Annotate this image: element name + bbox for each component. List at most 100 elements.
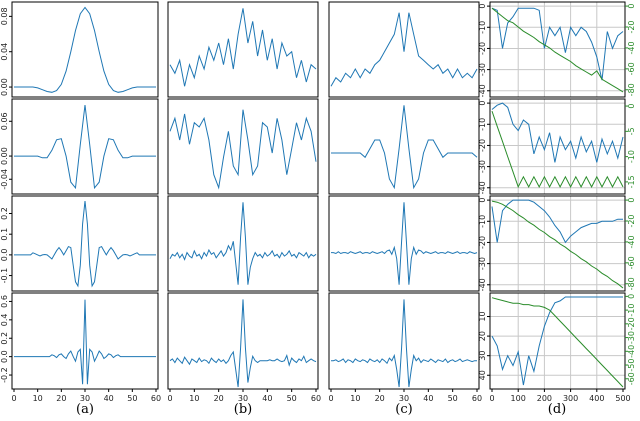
y-right-tick-label: 0	[627, 198, 636, 203]
series-line-blue	[331, 299, 477, 388]
y-tick-label: 0.0	[0, 350, 9, 363]
axes-frame	[489, 98, 626, 195]
axes-frame	[167, 1, 319, 98]
y-tick-label: -40	[478, 181, 487, 194]
y-tick-label: 0.1	[0, 228, 9, 241]
y-tick-label: 0.08	[0, 7, 9, 25]
series-line-blue	[14, 6, 156, 93]
y-tick-label: -20	[478, 139, 487, 152]
panel-c4: 0 10 20 30 40 50 60	[328, 292, 482, 403]
panel-b1	[167, 1, 319, 98]
y-right-tick-label: -60	[627, 372, 636, 385]
x-tick-label: 10	[189, 394, 199, 403]
panel-d3: 0 -10 -20 -30 -40 0 -20 -40 -60 -80	[478, 195, 636, 292]
y-tick-label: 0.4	[0, 313, 9, 326]
x-tick-label: 500	[615, 394, 630, 403]
y-right-tick-label: -20	[627, 317, 636, 330]
panel-b4: 0 10 20 30 40 50 60	[167, 292, 321, 403]
y-tick-label: -0.1	[0, 268, 9, 284]
axes-frame	[328, 98, 480, 195]
panel-c1	[328, 1, 480, 98]
caption-d: (d)	[548, 402, 566, 417]
x-tick-label: 20	[214, 394, 224, 403]
y-right-tick-label: -80	[627, 277, 636, 290]
panel-a2: -0.04 0.00 0.06	[0, 98, 159, 195]
series-line-blue	[169, 109, 317, 190]
y-tick-label: -10	[478, 215, 487, 228]
y-right-tick-label: -40	[627, 235, 636, 248]
series-line-blue	[331, 202, 478, 285]
x-tick-label: 10	[350, 394, 360, 403]
series-line-blue	[14, 299, 156, 385]
series-line-blue	[14, 105, 156, 190]
y-right-tick-label: -40	[627, 41, 636, 54]
y-right-tick-label: -80	[627, 83, 636, 96]
x-tick-label: 60	[311, 394, 321, 403]
x-tick-label: 30	[399, 394, 409, 403]
y-tick-label: 0	[478, 198, 487, 203]
axes-frame	[489, 292, 626, 390]
y-tick-label: 0.06	[0, 112, 9, 130]
y-tick-label: 10	[478, 311, 487, 321]
y-tick-label: -30	[478, 160, 487, 173]
series-line-blue	[331, 105, 478, 190]
x-tick-label: 300	[563, 394, 578, 403]
x-tick-label: 400	[589, 394, 604, 403]
y-tick-label: 0.6	[0, 295, 9, 308]
axes-frame	[489, 195, 626, 292]
x-tick-label: 100	[511, 394, 526, 403]
series-line-blue	[491, 296, 623, 386]
series-line-green	[491, 200, 624, 289]
y-right-tick-label: -10	[627, 150, 636, 163]
y-right-tick-label: -5	[627, 127, 636, 135]
y-right-tick-label: -40	[627, 345, 636, 358]
x-tick-label: 50	[287, 394, 297, 403]
y-tick-label: -0.2	[0, 367, 9, 383]
axes-frame	[328, 195, 480, 292]
caption-b: (b)	[234, 402, 252, 417]
x-tick-label: 30	[80, 394, 90, 403]
panel-c3	[328, 195, 480, 292]
panel-b3	[167, 195, 319, 292]
x-tick-label: 40	[262, 394, 272, 403]
x-tick-label: 50	[448, 394, 458, 403]
series-line-green	[491, 297, 624, 388]
series-line-green	[491, 7, 624, 93]
y-tick-label: 30	[478, 351, 487, 361]
x-tick-label: 10	[33, 394, 43, 403]
axes-frame	[328, 1, 480, 98]
panels: 0.000.040.08-0.040.000.06-0.10.00.10.2-0…	[0, 1, 636, 403]
y-right-tick-label: -20	[627, 20, 636, 33]
panel-a1: 0.00 0.04 0.08	[0, 1, 159, 98]
x-tick-label: 0	[167, 394, 172, 403]
x-tick-label: 40	[104, 394, 114, 403]
panel-a4: -0.2 0.0 0.2 0.4 0.6 0 10 20 30 40 50 60	[0, 292, 161, 403]
panel-d2: 0 -10 -20 -30 -40 0 -5 -10 -15	[478, 98, 636, 195]
y-tick-label: 0	[478, 101, 487, 106]
x-tick-label: 0	[489, 394, 494, 403]
y-tick-label: 0.2	[0, 332, 9, 345]
axes-frame	[489, 1, 626, 98]
y-tick-label: -20	[478, 42, 487, 55]
y-tick-label: -10	[478, 21, 487, 34]
x-tick-label: 30	[238, 394, 248, 403]
y-tick-label: -40	[478, 84, 487, 97]
panel-a3: -0.1 0.0 0.1 0.2	[0, 195, 159, 292]
y-tick-label: -0.04	[0, 169, 9, 190]
y-tick-label: 0.00	[0, 78, 9, 96]
y-right-tick-label: -50	[627, 358, 636, 371]
y-right-tick-label: -15	[627, 175, 636, 188]
x-tick-label: 0	[328, 394, 333, 403]
y-right-tick-label: -10	[627, 304, 636, 317]
series-line-blue	[330, 12, 478, 87]
x-tick-label: 0	[11, 394, 16, 403]
y-tick-label: 20	[478, 331, 487, 341]
series-line-blue	[491, 199, 623, 244]
axes-frame	[167, 98, 319, 195]
y-tick-label: 0.04	[0, 43, 9, 61]
y-tick-label: -30	[478, 257, 487, 270]
series-line-blue	[169, 202, 317, 285]
x-tick-label: 50	[127, 394, 137, 403]
axes-frame	[11, 1, 159, 98]
